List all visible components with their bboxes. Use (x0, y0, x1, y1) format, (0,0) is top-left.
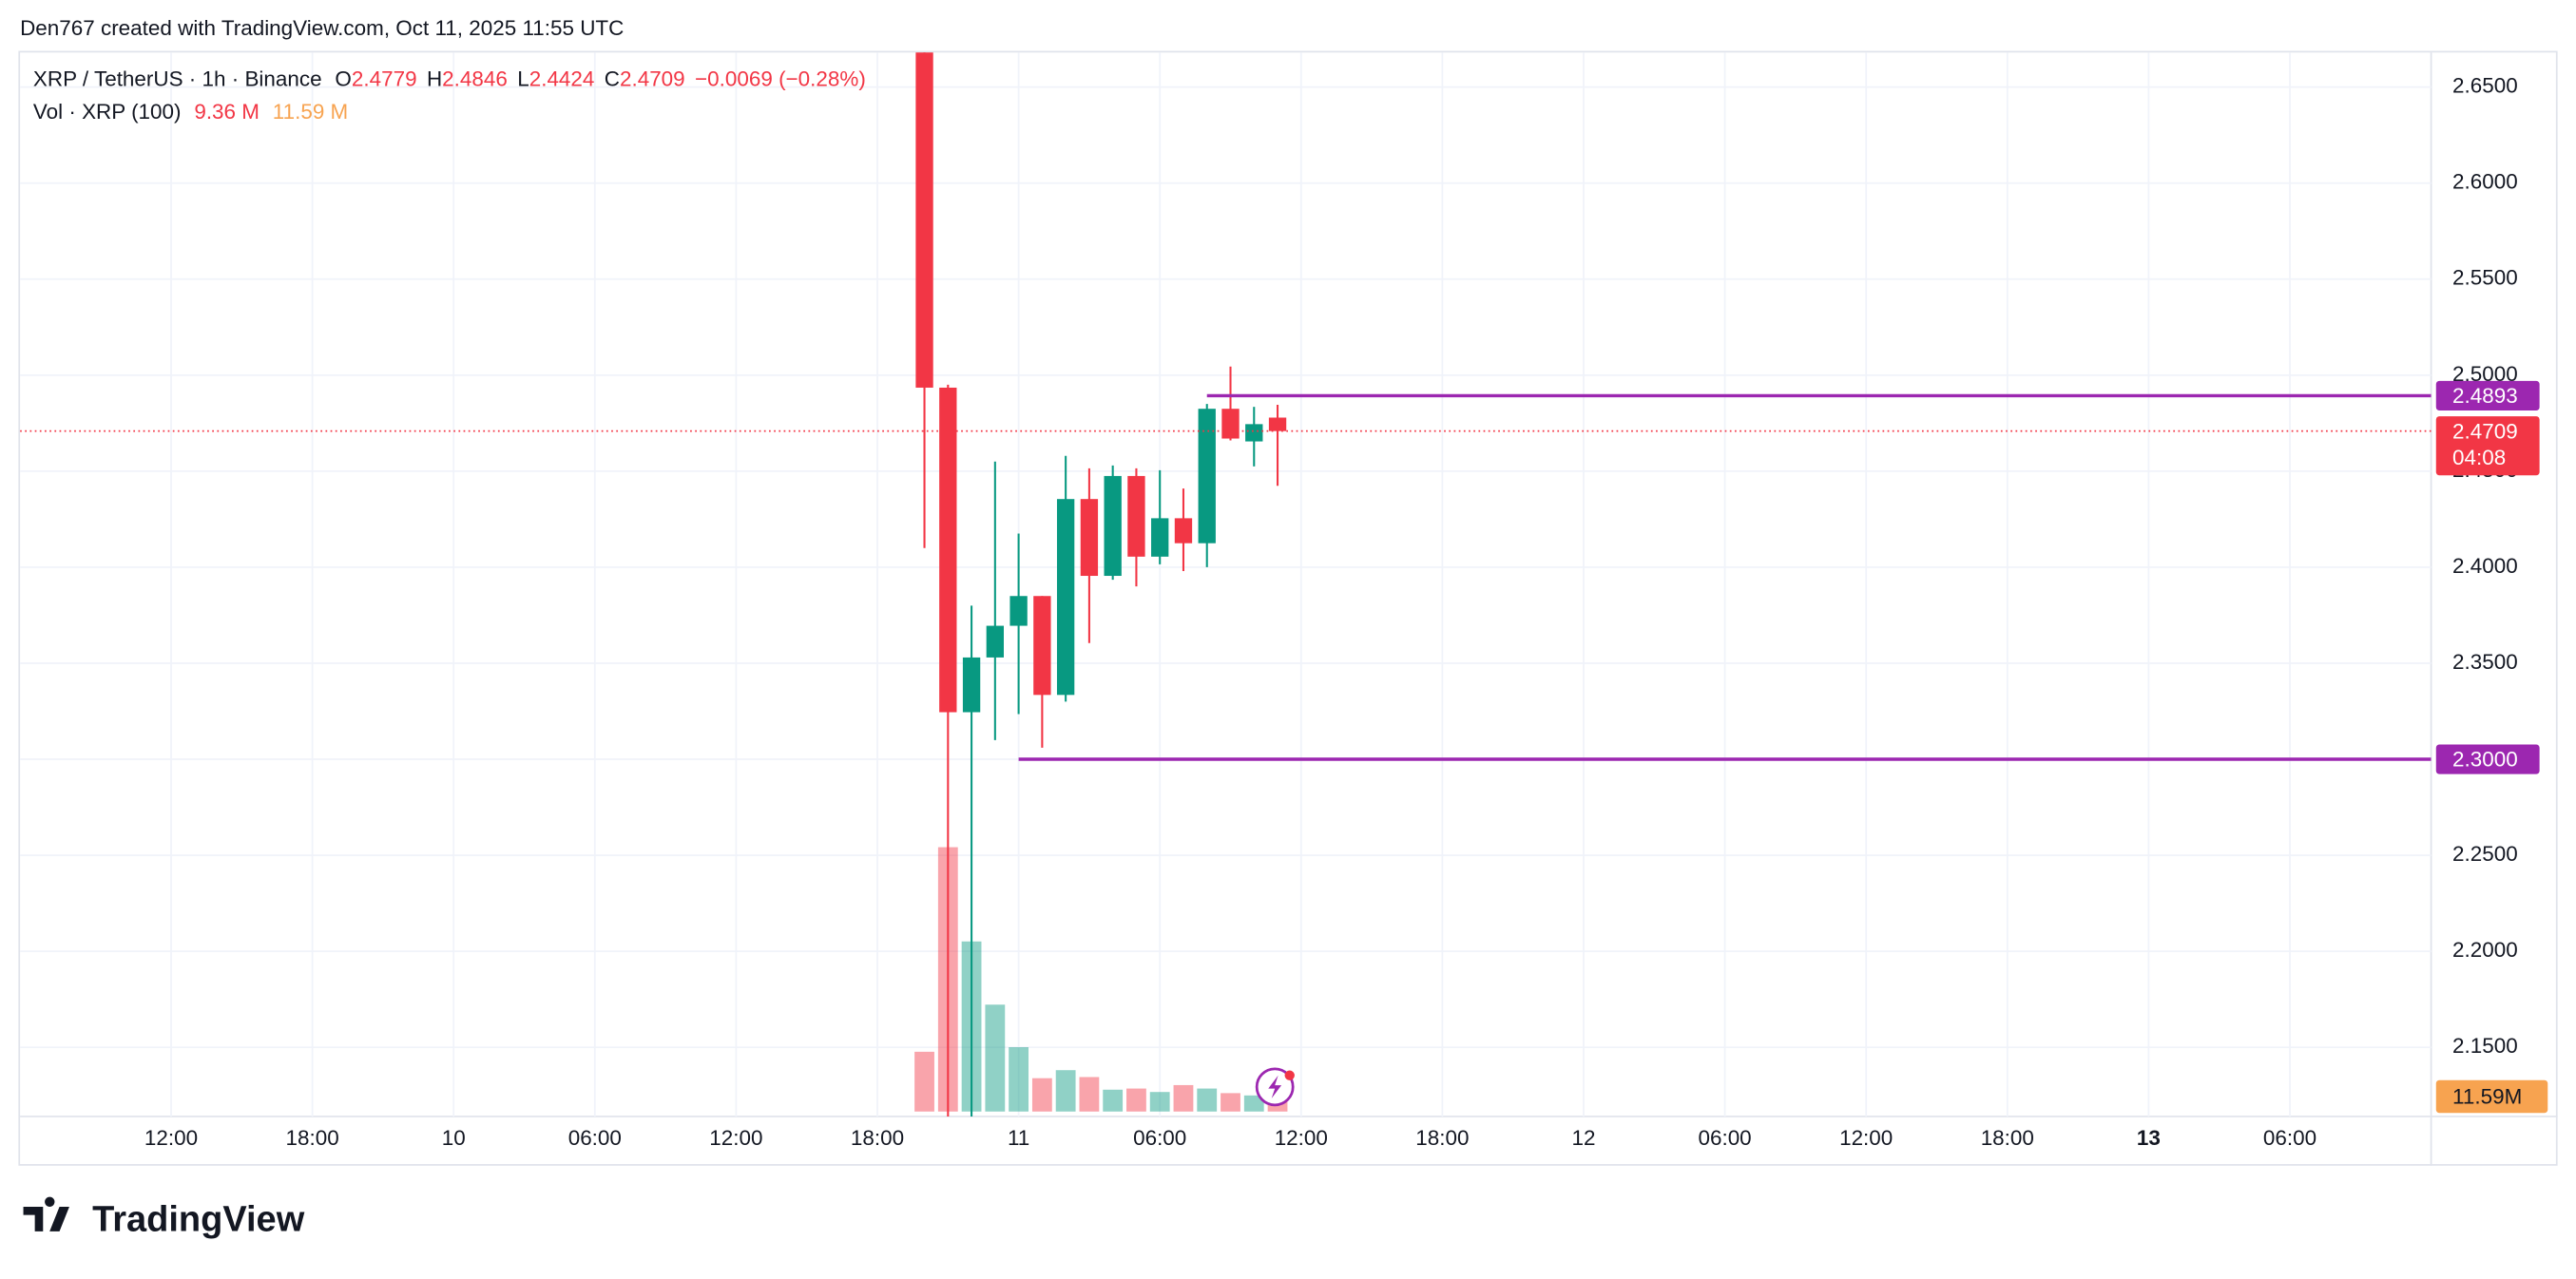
x-tick-label: 11 (1008, 1126, 1029, 1150)
volume-bar (1221, 1093, 1240, 1112)
candle-body (1174, 518, 1193, 544)
last-price-label: 2.4709 (2452, 419, 2518, 443)
o-value: 2.4779 (352, 67, 417, 91)
candle-body (1245, 424, 1263, 442)
x-tick-label: 18:00 (1415, 1126, 1469, 1150)
x-tick-label: 13 (2137, 1126, 2161, 1150)
h-label: H (427, 67, 442, 91)
x-tick-label: 06:00 (1698, 1126, 1751, 1150)
x-tick-label: 12:00 (1275, 1126, 1328, 1150)
x-tick-label: 18:00 (286, 1126, 339, 1150)
level-label: 2.3000 (2452, 748, 2518, 772)
logo: TradingView (23, 1196, 305, 1240)
volume-bar (1031, 1078, 1052, 1112)
volume-bar (1126, 1088, 1146, 1112)
o-label: O (335, 67, 351, 91)
countdown: 04:08 (2452, 446, 2506, 469)
level-label-box (2435, 380, 2540, 411)
volume-bar (1149, 1092, 1170, 1112)
y-tick-label: 2.3500 (2452, 650, 2518, 674)
level-label: 2.4893 (2452, 384, 2518, 408)
x-tick-label: 12:00 (1839, 1126, 1893, 1150)
credit: Den767 created with TradingView.com, Oct… (20, 16, 624, 40)
candle-body (1080, 499, 1099, 577)
y-tick-label: 2.2000 (2452, 938, 2518, 962)
candle-body (1151, 518, 1169, 557)
volume-bar (1197, 1088, 1218, 1112)
y-tick-label: 2.4000 (2452, 554, 2518, 578)
y-tick-label: 2.5500 (2452, 266, 2518, 290)
replay-icon[interactable] (1255, 1067, 1295, 1107)
candle-body (1056, 499, 1075, 696)
x-tick-label: 18:00 (1981, 1126, 2034, 1150)
x-tick-label: 12:00 (144, 1126, 198, 1150)
candle-body (915, 52, 933, 388)
candle-body (1033, 596, 1051, 696)
candle-body (1009, 596, 1028, 626)
x-tick-label: 10 (442, 1126, 466, 1150)
logo-icon (23, 1196, 69, 1231)
l-label: L (517, 67, 529, 91)
volume-bar (1173, 1084, 1194, 1112)
c-label: C (605, 67, 620, 91)
y-tick-label: 2.6000 (2452, 170, 2518, 194)
volume-ma: 9.36 M (194, 100, 260, 124)
candle-body (1198, 409, 1216, 544)
axes: 2.15002.20002.25002.30002.35002.40002.45… (144, 74, 2548, 1150)
candle-body (1127, 475, 1145, 557)
y-tick-label: 2.1500 (2452, 1034, 2518, 1058)
volume-legend: Vol · XRP (100) 9.36 M 11.59 M (33, 100, 348, 124)
x-tick-label: 06:00 (2263, 1126, 2316, 1150)
candle-body (962, 657, 981, 713)
candle-body (1104, 475, 1122, 577)
h-value: 2.4846 (442, 67, 508, 91)
volume-bar (985, 1004, 1006, 1112)
y-tick-label: 2.2500 (2452, 842, 2518, 866)
symbol-name: XRP / TetherUS · 1h · Binance (33, 67, 322, 91)
x-tick-label: 06:00 (1133, 1126, 1186, 1150)
y-tick-label: 2.6500 (2452, 74, 2518, 98)
volume-label-box (2435, 1079, 2548, 1114)
l-value: 2.4424 (529, 67, 595, 91)
volume-bar (1243, 1095, 1264, 1112)
candle-body (986, 625, 1005, 658)
volume-bar (1079, 1077, 1100, 1112)
volume-bar (1103, 1089, 1124, 1112)
candle-body (1221, 409, 1240, 439)
volume-bar (1055, 1070, 1076, 1112)
x-tick-label: 06:00 (568, 1126, 622, 1150)
x-tick-label: 12 (1572, 1126, 1596, 1150)
logo-text: TradingView (92, 1200, 305, 1240)
volume-label: 11.59M (2452, 1085, 2522, 1109)
legend: XRP / TetherUS · 1h · Binance O2.4779 H2.4… (33, 67, 866, 124)
plot (20, 52, 2432, 1117)
volume-last: 11.59 M (273, 100, 348, 124)
volume-bar (1009, 1047, 1029, 1112)
volume-bar (914, 1051, 934, 1112)
c-value: 2.4709 (620, 67, 685, 91)
candle-body (1268, 417, 1287, 431)
candle-body (939, 387, 957, 713)
symbol: XRP / TetherUS · 1h · Binance O2.4779 H2.4… (33, 67, 866, 91)
x-tick-label: 18:00 (851, 1126, 904, 1150)
frame (18, 50, 2558, 1166)
x-tick-label: 12:00 (709, 1126, 762, 1150)
change: −0.0069 (−0.28%) (695, 67, 866, 91)
last-price-box (2435, 416, 2540, 476)
level-label-box (2435, 744, 2540, 774)
volume-name: Vol · XRP (100) (33, 100, 182, 124)
